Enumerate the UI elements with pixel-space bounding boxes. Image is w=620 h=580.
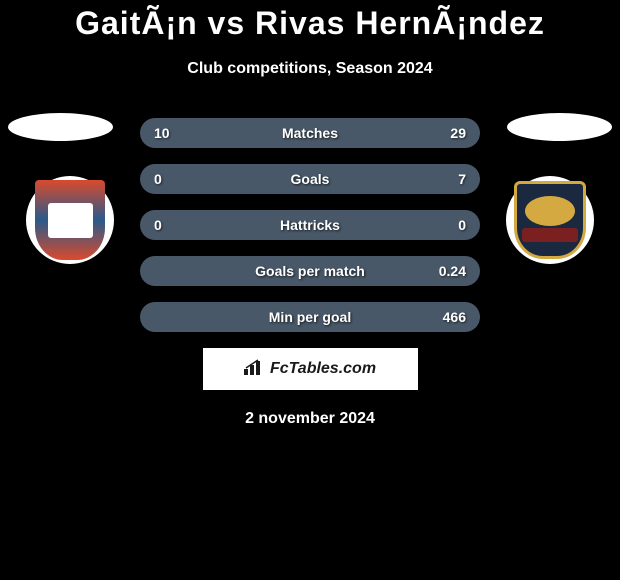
team-crest-right	[506, 176, 594, 264]
chart-icon	[244, 359, 266, 380]
crest-left-emblem	[35, 180, 105, 260]
stat-right-value: 7	[406, 171, 466, 187]
stat-label: Goals per match	[214, 263, 406, 279]
stat-label: Min per goal	[214, 309, 406, 325]
stat-label: Hattricks	[214, 217, 406, 233]
stat-left-value: 0	[154, 217, 214, 233]
stat-row: 10 Matches 29	[140, 118, 480, 148]
player-right-marker	[507, 113, 612, 141]
stat-left-value: 10	[154, 125, 214, 141]
stat-label: Matches	[214, 125, 406, 141]
stat-right-value: 29	[406, 125, 466, 141]
season-subtitle: Club competitions, Season 2024	[0, 60, 620, 78]
stat-left-value: 0	[154, 171, 214, 187]
comparison-title: GaitÃ¡n vs Rivas HernÃ¡ndez	[0, 5, 620, 42]
team-crest-left	[26, 176, 114, 264]
stat-right-value: 0.24	[406, 263, 466, 279]
stats-area: 10 Matches 29 0 Goals 7 0 Hattricks 0 Go…	[0, 118, 620, 428]
stat-right-value: 0	[406, 217, 466, 233]
date-text: 2 november 2024	[0, 410, 620, 428]
stat-row: Goals per match 0.24	[140, 256, 480, 286]
brand-logo-box[interactable]: FcTables.com	[203, 348, 418, 390]
brand-name: FcTables.com	[270, 360, 376, 378]
player-left-marker	[8, 113, 113, 141]
stat-row: 0 Goals 7	[140, 164, 480, 194]
stat-right-value: 466	[406, 309, 466, 325]
stat-rows-container: 10 Matches 29 0 Goals 7 0 Hattricks 0 Go…	[140, 118, 480, 332]
crest-right-emblem	[514, 181, 586, 259]
stat-row: 0 Hattricks 0	[140, 210, 480, 240]
stat-row: Min per goal 466	[140, 302, 480, 332]
stat-label: Goals	[214, 171, 406, 187]
